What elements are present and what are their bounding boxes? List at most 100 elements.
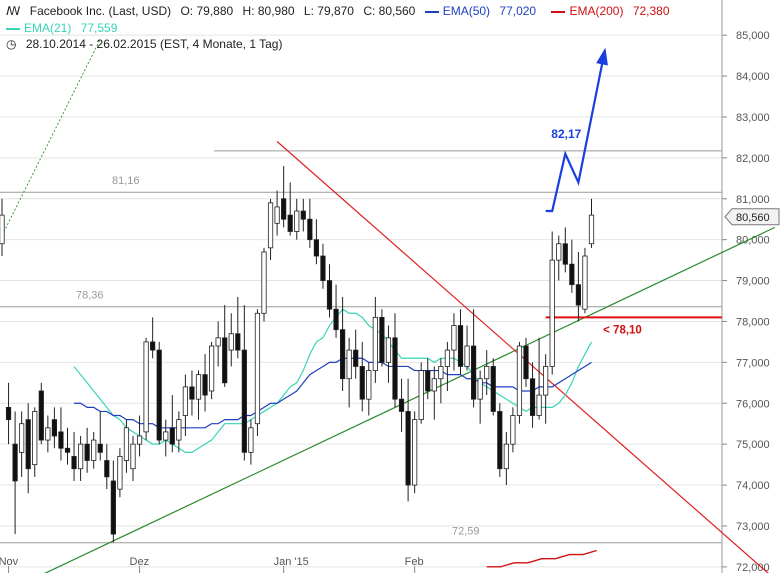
- current-price-label: 80,560: [736, 212, 770, 224]
- ema21-line: [73, 308, 593, 453]
- high-value: H: 80,980: [242, 4, 295, 18]
- candle-body: [5, 406, 12, 421]
- candle-body: [412, 419, 418, 486]
- candle-body: [248, 427, 254, 453]
- candle-body: [281, 198, 287, 220]
- candle-body: [313, 239, 320, 257]
- open-value: O: 79,880: [180, 4, 234, 18]
- candle-body: [228, 333, 234, 351]
- ema21-legend: EMA(21) 77,559: [6, 21, 129, 35]
- candle-body: [556, 243, 562, 261]
- candle-body: [431, 378, 437, 392]
- candle-body: [241, 349, 247, 453]
- candle-body: [510, 415, 516, 445]
- candle-body: [294, 210, 300, 232]
- date-range-text: 28.10.2014 - 26.02.2015 (EST, 4 Monate, …: [25, 37, 283, 51]
- candle-body: [84, 443, 90, 461]
- candle-body: [438, 366, 444, 380]
- projection-arrowhead: [596, 47, 608, 66]
- candle-body: [398, 398, 405, 412]
- candle-body: [169, 427, 175, 445]
- y-tick-label: 80,000: [736, 235, 770, 247]
- current-price-tag: [724, 208, 780, 226]
- x-tick-label: Feb: [405, 556, 424, 568]
- candle-body: [516, 345, 523, 416]
- candle-body: [562, 243, 568, 265]
- ema21-label: EMA(21): [24, 21, 72, 35]
- candle-body: [78, 443, 84, 470]
- candle-body: [261, 251, 267, 314]
- ema200-swatch: [551, 10, 566, 13]
- candle-body: [300, 210, 306, 220]
- candle-body: [366, 370, 372, 400]
- candle-body: [392, 337, 398, 400]
- candle-body: [235, 333, 241, 351]
- candle-body: [536, 394, 542, 416]
- candle-body: [150, 341, 156, 351]
- candle-body: [339, 329, 346, 380]
- candle-body: [444, 349, 451, 367]
- candle-body: [457, 325, 464, 367]
- candle-body: [208, 345, 215, 392]
- candle-body: [71, 456, 77, 470]
- candle-body: [38, 390, 44, 441]
- candle-body: [287, 214, 293, 232]
- date-range: ◷ 28.10.2014 - 26.02.2015 (EST, 4 Monate…: [6, 37, 288, 51]
- y-tick-label: 74,000: [736, 480, 770, 492]
- y-tick-label: 84,000: [736, 71, 770, 83]
- y-tick-label: 75,000: [736, 439, 770, 451]
- candle-body: [582, 255, 588, 310]
- candle-body: [307, 218, 313, 241]
- candle-body: [346, 349, 352, 380]
- candle-body: [195, 374, 202, 400]
- candle-body: [25, 419, 31, 470]
- ema21-swatch: [6, 27, 20, 30]
- candle-body: [451, 325, 457, 351]
- ema200-value: 72,380: [632, 4, 670, 18]
- candle-body: [385, 337, 392, 363]
- candle-body: [418, 370, 424, 421]
- ema200-line: [486, 549, 597, 568]
- close-value: C: 80,560: [363, 4, 416, 18]
- y-tick-label: 72,000: [736, 562, 770, 573]
- candle-body: [425, 370, 431, 392]
- y-tick-label: 82,000: [736, 153, 770, 165]
- candle-body: [484, 366, 490, 380]
- candle-body: [529, 378, 536, 416]
- candle-body: [143, 341, 149, 433]
- candle-body: [19, 423, 25, 453]
- y-tick-label: 78,000: [736, 316, 770, 328]
- candle-body: [320, 255, 326, 281]
- candle-body: [523, 345, 529, 380]
- y-tick-label: 83,000: [736, 112, 770, 124]
- y-tick-label: 77,000: [736, 357, 770, 369]
- candle-body: [588, 214, 595, 245]
- target-label: 82,17: [551, 127, 581, 141]
- candle-body: [575, 284, 582, 306]
- candle-body: [254, 312, 261, 425]
- candle-body: [32, 411, 38, 466]
- candle-body: [58, 431, 64, 449]
- candle-body: [490, 366, 496, 412]
- candle-body: [182, 386, 188, 416]
- candle-body: [470, 345, 477, 400]
- candle-body: [12, 443, 18, 482]
- candle-body: [110, 480, 116, 535]
- candle-body: [549, 259, 555, 367]
- dotted-trend: [1, 39, 101, 236]
- candle-body: [464, 345, 470, 367]
- candle-body: [97, 443, 103, 453]
- ema200-legend: EMA(200) 72,380: [551, 4, 675, 18]
- candle-body: [222, 337, 228, 384]
- ema50-value: 77,020: [499, 4, 537, 18]
- y-tick-label: 81,000: [736, 194, 770, 206]
- x-tick-label: Nov: [0, 556, 19, 568]
- candle-body: [130, 443, 136, 470]
- candle-body: [117, 456, 123, 490]
- level-label: 81,16: [112, 175, 140, 187]
- candle-body: [51, 419, 58, 437]
- candle-body: [104, 460, 110, 478]
- candle-body: [359, 366, 365, 400]
- candle-body: [326, 280, 333, 310]
